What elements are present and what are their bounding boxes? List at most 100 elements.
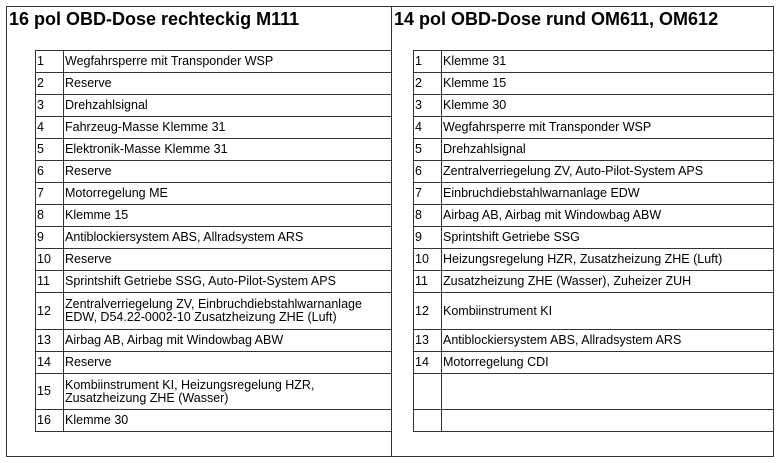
pin-number bbox=[413, 409, 442, 432]
pin-number: 7 bbox=[35, 182, 64, 205]
table-row: 13 Airbag AB, Airbag mit Windowbag ABW bbox=[35, 329, 392, 352]
pin-number: 1 bbox=[413, 50, 442, 73]
pin-number: 6 bbox=[35, 160, 64, 183]
pin-number: 14 bbox=[413, 351, 442, 374]
pin-function: Fahrzeug-Masse Klemme 31 bbox=[63, 116, 392, 139]
table-row: 12 Kombiinstrument KI bbox=[413, 292, 774, 330]
table-row: 6 Zentralverriegelung ZV, Auto-Pilot-Syst… bbox=[413, 160, 774, 183]
pin-function: Klemme 30 bbox=[63, 409, 392, 432]
table-row: 1 Wegfahrsperre mit Transponder WSP bbox=[35, 50, 392, 73]
pin-function: Klemme 30 bbox=[441, 94, 774, 117]
table-row bbox=[413, 373, 774, 410]
pin-number: 1 bbox=[35, 50, 64, 73]
table-row: 14 Reserve bbox=[35, 351, 392, 374]
table-row: 14 Motorregelung CDI bbox=[413, 351, 774, 374]
pin-number: 8 bbox=[413, 204, 442, 227]
pin-number: 2 bbox=[35, 72, 64, 95]
pin-function: Reserve bbox=[63, 351, 392, 374]
pin-number bbox=[413, 373, 442, 410]
pin-function: Elektronik-Masse Klemme 31 bbox=[63, 138, 392, 161]
pin-number: 13 bbox=[35, 329, 64, 352]
pin-function: Sprintshift Getriebe SSG, Auto-Pilot-Sys… bbox=[63, 270, 392, 293]
pin-function: Antiblockiersystem ABS, Allradsystem ARS bbox=[63, 226, 392, 249]
table-row: 11 Zusatzheizung ZHE (Wasser), Zuheizer Z… bbox=[413, 270, 774, 293]
table-row: 13 Antiblockiersystem ABS, Allradsystem A… bbox=[413, 329, 774, 352]
pin-number: 3 bbox=[413, 94, 442, 117]
table-row: 7 Einbruchdiebstahlwarnanlage EDW bbox=[413, 182, 774, 205]
pin-number: 12 bbox=[35, 292, 64, 330]
pin-number: 15 bbox=[35, 373, 64, 410]
pin-table-16: 1 Wegfahrsperre mit Transponder WSP 2 Reser… bbox=[35, 50, 392, 432]
panel-16-pin: 16 pol OBD-Dose rechteckig M111 1 Wegfahr… bbox=[6, 6, 392, 457]
panel-14-pin: 14 pol OBD-Dose rund OM611, OM612 1 Klemm… bbox=[391, 6, 774, 457]
pin-function: Zusatzheizung ZHE (Wasser), Zuheizer ZUH bbox=[441, 270, 774, 293]
pin-function: Heizungsregelung HZR, Zusatzheizung ZHE … bbox=[441, 248, 774, 271]
pin-number: 2 bbox=[413, 72, 442, 95]
pin-function: Wegfahrsperre mit Transponder WSP bbox=[63, 50, 392, 73]
table-row: 16 Klemme 30 bbox=[35, 409, 392, 432]
table-row: 5 Drehzahlsignal bbox=[413, 138, 774, 161]
pin-function: Kombiinstrument KI bbox=[441, 292, 774, 330]
pin-function bbox=[441, 373, 774, 410]
pin-number: 8 bbox=[35, 204, 64, 227]
pin-number: 6 bbox=[413, 160, 442, 183]
pin-number: 4 bbox=[35, 116, 64, 139]
pin-number: 12 bbox=[413, 292, 442, 330]
table-row: 11 Sprintshift Getriebe SSG, Auto-Pilot-S… bbox=[35, 270, 392, 293]
pin-number: 11 bbox=[35, 270, 64, 293]
pin-function: Einbruchdiebstahlwarnanlage EDW bbox=[441, 182, 774, 205]
table-row: 2 Reserve bbox=[35, 72, 392, 95]
table-row: 5 Elektronik-Masse Klemme 31 bbox=[35, 138, 392, 161]
pin-number: 11 bbox=[413, 270, 442, 293]
pin-function: Klemme 31 bbox=[441, 50, 774, 73]
pin-number: 7 bbox=[413, 182, 442, 205]
pin-number: 9 bbox=[413, 226, 442, 249]
pin-function bbox=[441, 409, 774, 432]
pin-number: 4 bbox=[413, 116, 442, 139]
table-row: 3 Drehzahlsignal bbox=[35, 94, 392, 117]
pin-function: Drehzahlsignal bbox=[63, 94, 392, 117]
pin-function: Reserve bbox=[63, 248, 392, 271]
pin-function: Klemme 15 bbox=[63, 204, 392, 227]
table-row: 7 Motorregelung ME bbox=[35, 182, 392, 205]
pin-function: Kombiinstrument KI, Heizungsregelung HZR… bbox=[63, 373, 392, 410]
pin-number: 5 bbox=[413, 138, 442, 161]
pin-number: 13 bbox=[413, 329, 442, 352]
table-row: 4 Wegfahrsperre mit Transponder WSP bbox=[413, 116, 774, 139]
table-row: 1 Klemme 31 bbox=[413, 50, 774, 73]
pin-function: Airbag AB, Airbag mit Windowbag ABW bbox=[441, 204, 774, 227]
table-row: 4 Fahrzeug-Masse Klemme 31 bbox=[35, 116, 392, 139]
table-row: 10 Heizungsregelung HZR, Zusatzheizung ZH… bbox=[413, 248, 774, 271]
pin-number: 14 bbox=[35, 351, 64, 374]
table-row: 12 Zentralverriegelung ZV, Einbruchdiebst… bbox=[35, 292, 392, 330]
table-row: 15 Kombiinstrument KI, Heizungsregelung H… bbox=[35, 373, 392, 410]
pin-number: 9 bbox=[35, 226, 64, 249]
pin-function: Sprintshift Getriebe SSG bbox=[441, 226, 774, 249]
pin-number: 10 bbox=[35, 248, 64, 271]
section-title: 16 pol OBD-Dose rechteckig M111 bbox=[9, 9, 300, 29]
pin-number: 10 bbox=[413, 248, 442, 271]
pin-number: 16 bbox=[35, 409, 64, 432]
pin-number: 3 bbox=[35, 94, 64, 117]
table-row bbox=[413, 409, 774, 432]
table-row: 9 Sprintshift Getriebe SSG bbox=[413, 226, 774, 249]
table-row: 8 Airbag AB, Airbag mit Windowbag ABW bbox=[413, 204, 774, 227]
table-row: 9 Antiblockiersystem ABS, Allradsystem AR… bbox=[35, 226, 392, 249]
table-row: 6 Reserve bbox=[35, 160, 392, 183]
pin-function: Motorregelung CDI bbox=[441, 351, 774, 374]
pin-function: Drehzahlsignal bbox=[441, 138, 774, 161]
pin-function: Zentralverriegelung ZV, Auto-Pilot-Syste… bbox=[441, 160, 774, 183]
pin-function: Wegfahrsperre mit Transponder WSP bbox=[441, 116, 774, 139]
pin-function: Motorregelung ME bbox=[63, 182, 392, 205]
table-row: 2 Klemme 15 bbox=[413, 72, 774, 95]
table-row: 8 Klemme 15 bbox=[35, 204, 392, 227]
pin-number: 5 bbox=[35, 138, 64, 161]
pin-function: Reserve bbox=[63, 72, 392, 95]
table-row: 3 Klemme 30 bbox=[413, 94, 774, 117]
pin-function: Reserve bbox=[63, 160, 392, 183]
pin-function: Antiblockiersystem ABS, Allradsystem ARS bbox=[441, 329, 774, 352]
pin-function: Zentralverriegelung ZV, Einbruchdiebstah… bbox=[63, 292, 392, 330]
pin-table-14: 1 Klemme 31 2 Klemme 15 3 Klemme 30 4 Wegfahrsp… bbox=[413, 50, 774, 432]
pin-function: Airbag AB, Airbag mit Windowbag ABW bbox=[63, 329, 392, 352]
section-title: 14 pol OBD-Dose rund OM611, OM612 bbox=[394, 9, 719, 29]
